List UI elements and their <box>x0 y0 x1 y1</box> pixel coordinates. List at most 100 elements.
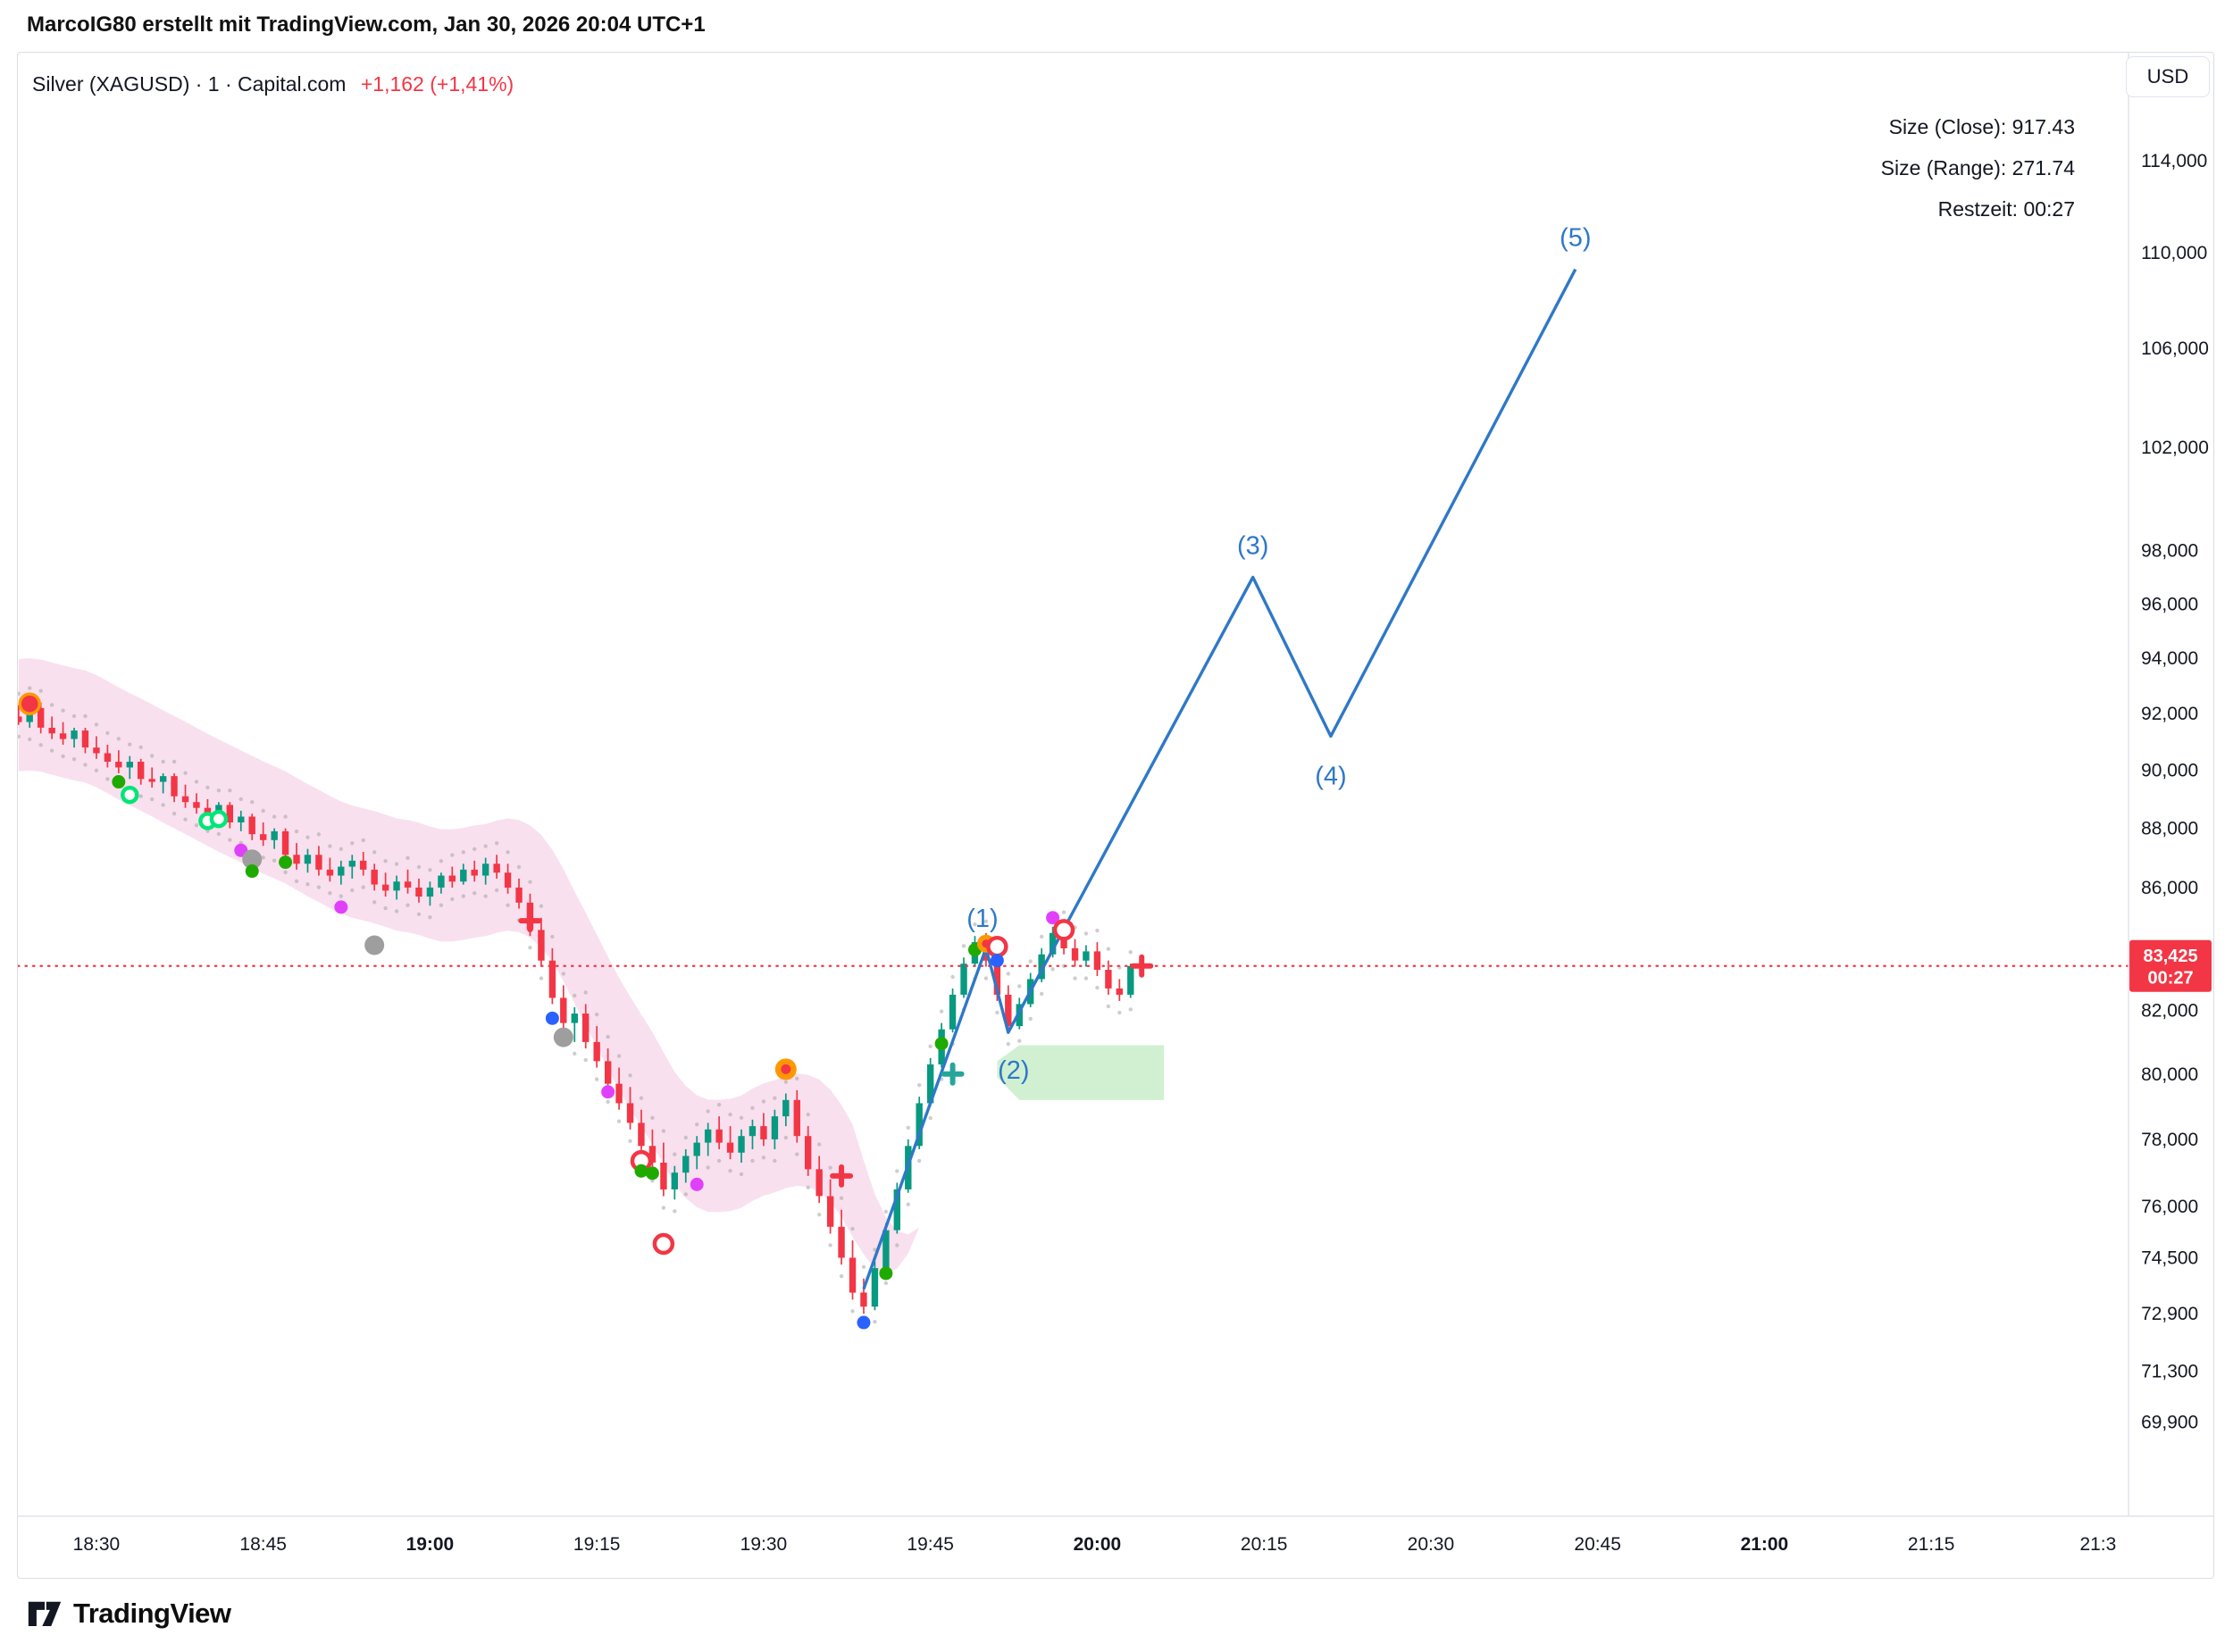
candle <box>715 1129 723 1143</box>
candle <box>726 1142 734 1153</box>
candle <box>604 1061 612 1084</box>
price-axis-label: 86,000 <box>2141 878 2198 898</box>
candle <box>960 964 967 995</box>
candle <box>871 1268 879 1307</box>
candle <box>426 887 434 897</box>
candle <box>804 1136 812 1170</box>
candle <box>59 733 67 739</box>
candle <box>893 1189 900 1231</box>
candle <box>704 1129 712 1143</box>
candle <box>37 707 45 728</box>
candle <box>248 816 255 835</box>
candle <box>504 872 512 889</box>
price-axis-label: 92,000 <box>2141 704 2198 724</box>
price-axis-label: 94,000 <box>2141 648 2198 669</box>
candle <box>560 997 567 1023</box>
candle <box>626 1103 634 1123</box>
candle <box>471 869 478 876</box>
candle <box>771 1116 779 1139</box>
candle <box>648 1146 657 1163</box>
time-axis-label: 19:45 <box>907 1534 953 1555</box>
price-axis-label: 80,000 <box>2141 1064 2198 1085</box>
candle <box>326 869 334 876</box>
candle <box>481 864 489 876</box>
elliott-wave-drawing[interactable]: (1) (2) (3) (4) (5) <box>862 224 1592 1290</box>
chart-svg[interactable]: (1) (2) (3) (4) (5) 114,000 110,000 106,000 102,… <box>18 53 2213 1577</box>
candle <box>315 855 322 870</box>
candle <box>860 1292 867 1307</box>
candle <box>193 802 200 808</box>
candle <box>916 1103 923 1147</box>
price-axis-label: 71,300 <box>2141 1361 2198 1381</box>
candle <box>782 1099 790 1117</box>
watermark-attribution: MarcoIG80 erstellt mit TradingView.com, … <box>27 13 706 37</box>
candle <box>137 762 145 780</box>
candle <box>93 747 100 754</box>
candle <box>682 1156 690 1173</box>
wave-label: (4) <box>1315 762 1346 790</box>
candle <box>304 855 312 864</box>
candle <box>1071 947 1079 961</box>
tradingview-logo[interactable]: TradingView <box>27 1597 231 1630</box>
price-axis-label: 78,000 <box>2141 1130 2198 1150</box>
candle <box>571 1014 578 1023</box>
candle <box>671 1172 678 1189</box>
price-axis[interactable]: 114,000 110,000 106,000 102,000 98,000 96,000… <box>2128 53 2212 1516</box>
candle <box>760 1126 767 1139</box>
price-axis-label: 96,000 <box>2141 594 2198 614</box>
price-axis-label: 76,000 <box>2141 1197 2198 1217</box>
svg-text:83,425: 83,425 <box>2144 947 2198 966</box>
candle <box>1049 932 1057 955</box>
candle <box>115 762 122 768</box>
candle <box>181 796 189 803</box>
price-axis-label: 82,000 <box>2141 1001 2198 1022</box>
time-axis-label: 20:45 <box>1574 1534 1620 1555</box>
support-zone <box>997 1045 1165 1100</box>
candle <box>159 776 167 782</box>
candle <box>359 860 367 870</box>
candle <box>849 1257 857 1293</box>
candle <box>693 1142 700 1156</box>
time-axis-label: 20:00 <box>1074 1534 1122 1555</box>
candle <box>71 730 78 739</box>
candle <box>738 1136 745 1153</box>
change-text: +1,162 (+1,41%) <box>360 72 514 96</box>
time-axis-label: 20:15 <box>1241 1534 1287 1555</box>
candle <box>1105 970 1112 989</box>
candle <box>615 1083 623 1104</box>
wave-label: (1) <box>966 905 998 933</box>
wave-label: (3) <box>1237 531 1268 560</box>
candle <box>215 805 222 814</box>
candle <box>438 875 445 888</box>
candle <box>926 1064 934 1104</box>
candle <box>238 816 245 822</box>
candle <box>882 1230 890 1269</box>
candle <box>126 762 133 768</box>
candle <box>1093 951 1101 971</box>
time-axis[interactable]: 18:30 18:45 19:00 19:15 19:30 19:45 20:00 20:15… <box>18 1515 2213 1555</box>
currency-button[interactable]: USD <box>2126 56 2210 97</box>
candle <box>826 1196 834 1227</box>
candle <box>1127 965 1134 995</box>
candle <box>148 779 155 782</box>
candle <box>293 855 300 864</box>
candle <box>448 875 456 882</box>
time-axis-label: 19:00 <box>406 1534 455 1555</box>
time-axis-label: 21:00 <box>1741 1534 1789 1555</box>
candle <box>48 727 55 734</box>
time-axis-label: 21:3 <box>2079 1534 2116 1555</box>
price-axis-label: 98,000 <box>2141 541 2198 562</box>
tradingview-logo-icon <box>28 1601 62 1627</box>
indicator-size-range: Size (Range): 271.74 <box>1880 156 2075 179</box>
candle <box>393 881 400 891</box>
time-axis-label: 20:30 <box>1408 1534 1454 1555</box>
candle <box>581 1014 590 1042</box>
symbol-title[interactable]: Silver (XAGUSD) · 1 · Capital.com <box>32 72 347 96</box>
time-axis-label: 19:15 <box>573 1534 620 1555</box>
candle <box>226 805 234 822</box>
wave-label: (2) <box>998 1056 1029 1085</box>
candle <box>749 1126 757 1137</box>
time-axis-label: 18:45 <box>239 1534 286 1555</box>
signal-markers <box>18 692 1154 1330</box>
candle <box>81 730 89 748</box>
